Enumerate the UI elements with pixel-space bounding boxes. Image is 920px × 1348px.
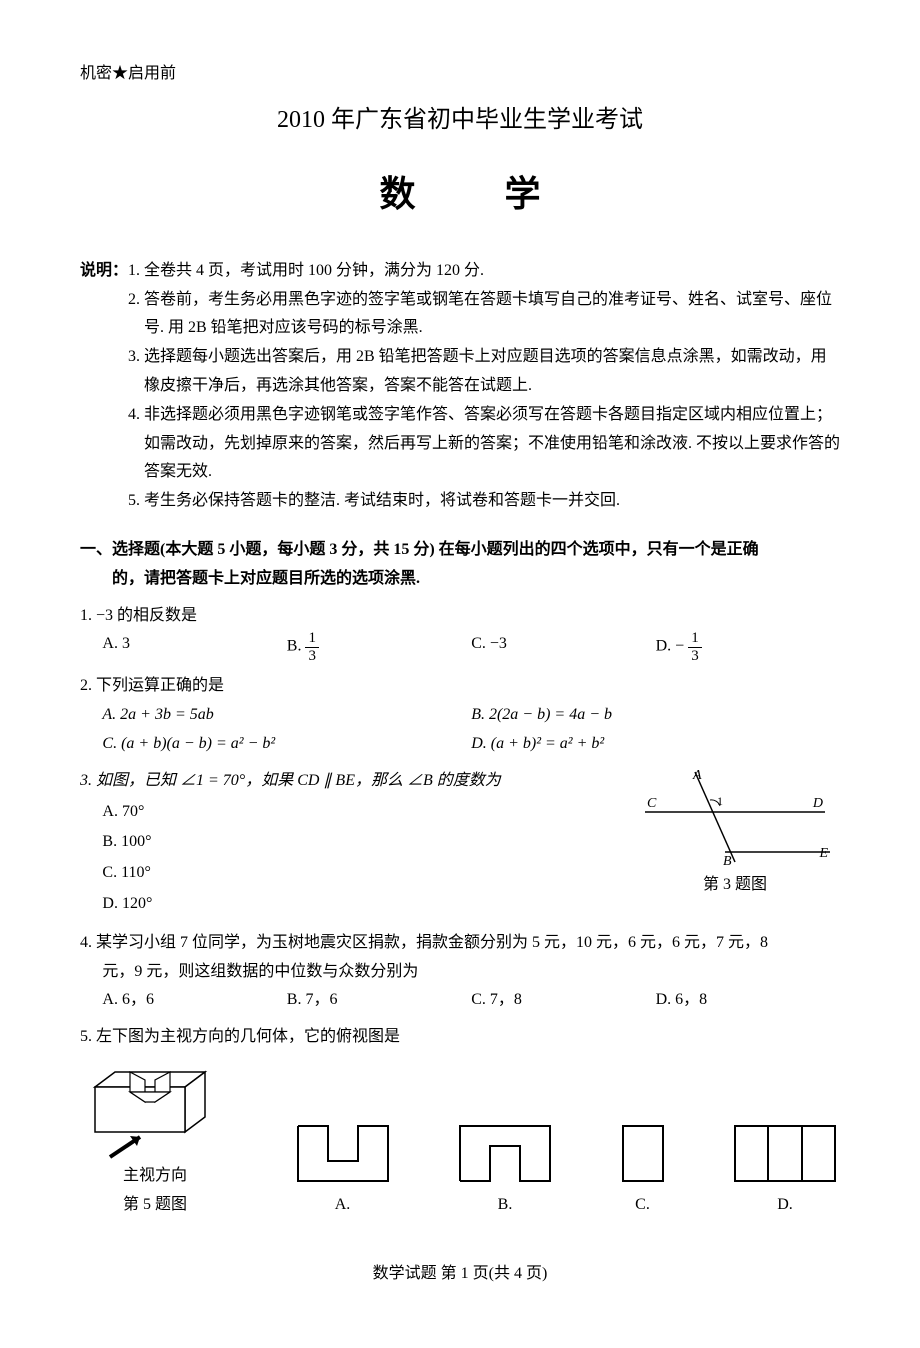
q3-option-c: C. 110° — [102, 859, 630, 888]
q3-label-E: E — [818, 846, 828, 861]
q5-option-b-figure — [455, 1121, 555, 1191]
q5-option-a-label: A. — [293, 1191, 393, 1220]
q3-stem: 3. 如图，已知 ∠1 = 70°，如果 CD ∥ BE，那么 ∠B 的度数为 — [80, 767, 630, 796]
instr-num: 1. — [128, 257, 140, 286]
q5-main-caption: 第 5 题图 — [80, 1191, 230, 1220]
q3-label-B: B — [723, 854, 732, 867]
q2-option-c: C. (a + b)(a − b) = a² − b² — [102, 730, 471, 759]
q5-option-c-figure — [618, 1121, 668, 1191]
q3-label-A: A — [692, 768, 702, 783]
q1-option-a: A. 3 — [102, 630, 286, 664]
q1-b-prefix: B. — [287, 638, 306, 655]
q2-stem: 2. 下列运算正确的是 — [80, 672, 840, 701]
q1-d-prefix: D. − — [656, 638, 685, 655]
q2-option-d: D. (a + b)² = a² + b² — [471, 730, 840, 759]
instr-num: 3. — [128, 343, 140, 401]
q5-stem: 5. 左下图为主视方向的几何体，它的俯视图是 — [80, 1023, 840, 1052]
question-5: 5. 左下图为主视方向的几何体，它的俯视图是 主视方向 第 5 题图 — [80, 1023, 840, 1219]
q4-option-d: D. 6，8 — [656, 986, 840, 1015]
subject-title: 数 学 — [80, 162, 840, 227]
section-head-line1: 一、选择题(本大题 5 小题，每小题 3 分，共 15 分) 在每小题列出的四个… — [80, 536, 840, 565]
question-2: 2. 下列运算正确的是 A. 2a + 3b = 5ab B. 2(2a − b… — [80, 672, 840, 758]
q3-label-1: 1 — [717, 794, 723, 808]
main-title: 2010 年广东省初中毕业生学业考试 — [80, 99, 840, 142]
instr-text: 全卷共 4 页，考试用时 100 分钟，满分为 120 分. — [144, 257, 840, 286]
q4-stem-l2: 元，9 元，则这组数据的中位数与众数分别为 — [80, 958, 840, 987]
q5-option-a-figure — [293, 1121, 393, 1191]
q4-option-b: B. 7，6 — [287, 986, 471, 1015]
section-1-header: 一、选择题(本大题 5 小题，每小题 3 分，共 15 分) 在每小题列出的四个… — [80, 536, 840, 594]
instructions-label: 说明： — [80, 257, 128, 286]
q1-option-b: B. 13 — [287, 630, 471, 664]
q3-figure-caption: 第 3 题图 — [630, 871, 840, 900]
fraction-icon: 13 — [688, 630, 702, 664]
q4-stem-l1: 4. 某学习小组 7 位同学，为玉树地震灾区捐款，捐款金额分别为 5 元，10 … — [80, 929, 840, 958]
q5-main-figure — [85, 1062, 225, 1162]
q4-option-a: A. 6，6 — [102, 986, 286, 1015]
q3-option-b: B. 100° — [102, 828, 630, 857]
q4-option-c: C. 7，8 — [471, 986, 655, 1015]
confidential-mark: 机密★启用前 — [80, 60, 840, 89]
instr-num: 4. — [128, 401, 140, 487]
q5-option-d-figure — [730, 1121, 840, 1191]
q3-figure: A C D B E 1 — [635, 767, 835, 867]
instr-text: 非选择题必须用黑色字迹钢笔或签字笔作答、答案必须写在答题卡各题目指定区域内相应位… — [144, 401, 840, 487]
q5-option-c-label: C. — [618, 1191, 668, 1220]
question-3: 3. 如图，已知 ∠1 = 70°，如果 CD ∥ BE，那么 ∠B 的度数为 … — [80, 767, 840, 921]
q1-stem: 1. −3 的相反数是 — [80, 602, 840, 631]
q3-label-D: D — [812, 796, 823, 811]
q2-option-a: A. 2a + 3b = 5ab — [102, 701, 471, 730]
question-4: 4. 某学习小组 7 位同学，为玉树地震灾区捐款，捐款金额分别为 5 元，10 … — [80, 929, 840, 1015]
q3-option-a: A. 70° — [102, 798, 630, 827]
section-head-line2: 的，请把答题卡上对应题目所选的选项涂黑. — [80, 565, 840, 594]
instr-text: 选择题每小题选出答案后，用 2B 铅笔把答题卡上对应题目选项的答案信息点涂黑，如… — [144, 343, 840, 401]
fraction-icon: 13 — [305, 630, 319, 664]
instr-text: 考生务必保持答题卡的整洁. 考试结束时，将试卷和答题卡一并交回. — [144, 487, 840, 516]
q2-option-b: B. 2(2a − b) = 4a − b — [471, 701, 840, 730]
instr-num: 2. — [128, 286, 140, 344]
q3-option-d: D. 120° — [102, 890, 630, 919]
question-1: 1. −3 的相反数是 A. 3 B. 13 C. −3 D. − 13 — [80, 602, 840, 665]
instructions-block: 说明： 1. 全卷共 4 页，考试用时 100 分钟，满分为 120 分. 2.… — [80, 257, 840, 516]
q1-option-d: D. − 13 — [656, 630, 840, 664]
instr-num: 5. — [128, 487, 140, 516]
instr-text: 答卷前，考生务必用黑色字迹的签字笔或钢笔在答题卡填写自己的准考证号、姓名、试室号… — [144, 286, 840, 344]
q3-label-C: C — [647, 796, 657, 811]
q1-option-c: C. −3 — [471, 630, 655, 664]
q5-main-arrow-label: 主视方向 — [80, 1162, 230, 1191]
q5-option-d-label: D. — [730, 1191, 840, 1220]
q5-option-b-label: B. — [455, 1191, 555, 1220]
